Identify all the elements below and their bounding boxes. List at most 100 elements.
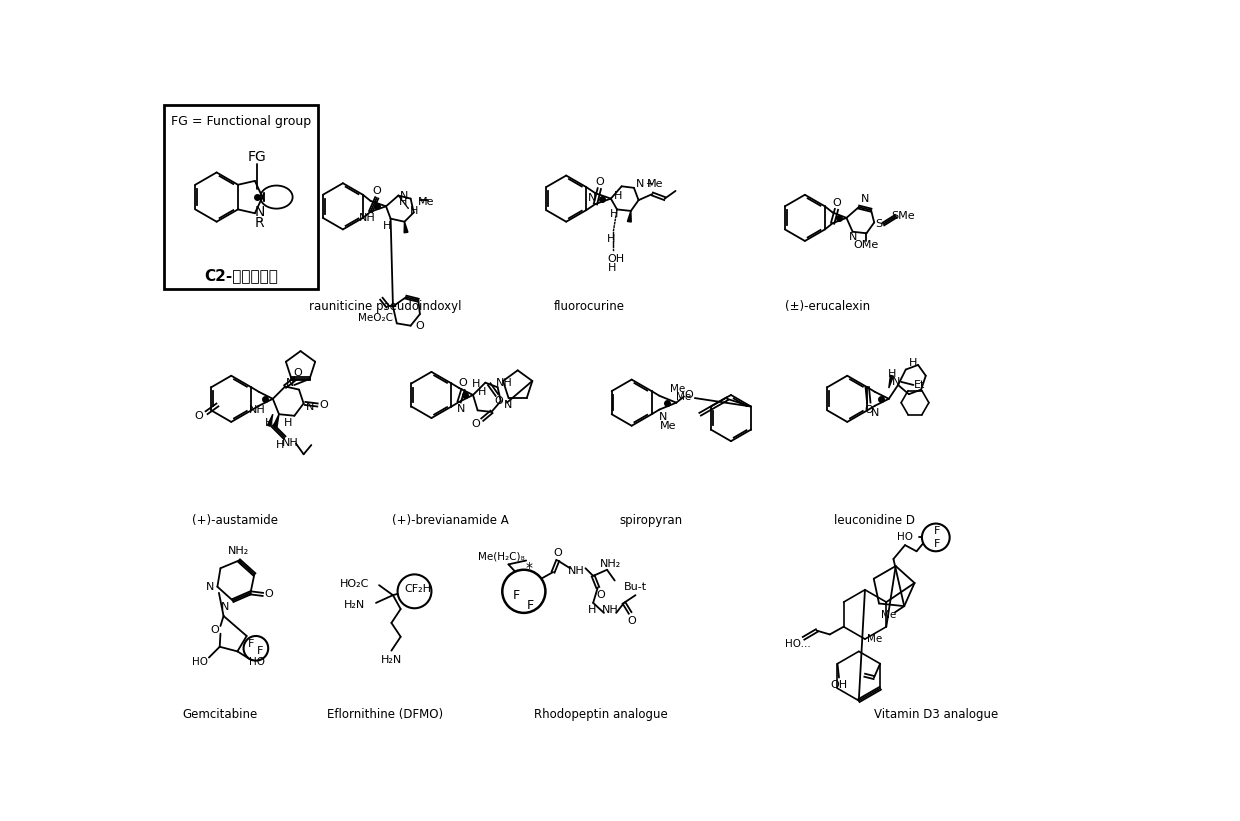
Text: HO₂C: HO₂C <box>340 579 370 589</box>
Polygon shape <box>404 222 408 233</box>
Text: HO...: HO... <box>785 639 810 649</box>
Text: FG = Functional group: FG = Functional group <box>171 115 311 128</box>
Text: H: H <box>284 419 293 429</box>
Text: N: N <box>893 377 900 387</box>
Text: Me: Me <box>867 634 882 644</box>
Text: Me: Me <box>647 179 663 189</box>
Text: NH: NH <box>568 566 584 576</box>
Text: NH₂: NH₂ <box>228 546 249 557</box>
Text: H₂N: H₂N <box>381 655 402 665</box>
Text: H: H <box>383 222 392 232</box>
Text: H: H <box>606 234 615 244</box>
Text: NH: NH <box>360 213 376 222</box>
Text: N: N <box>848 232 857 242</box>
Text: F: F <box>934 526 940 536</box>
Text: O: O <box>684 390 693 400</box>
Text: H: H <box>608 263 616 273</box>
Text: *: * <box>526 562 533 576</box>
Circle shape <box>243 636 268 661</box>
Text: O: O <box>864 406 873 415</box>
Text: H: H <box>409 206 418 216</box>
Text: N: N <box>458 404 466 414</box>
Text: H: H <box>588 605 595 615</box>
Text: (+)-austamide: (+)-austamide <box>192 514 278 527</box>
Text: HO: HO <box>249 657 265 667</box>
Text: R: R <box>254 216 264 230</box>
Polygon shape <box>273 415 279 427</box>
Text: +: + <box>645 179 653 189</box>
Text: O: O <box>627 616 636 626</box>
Text: leuconidine D: leuconidine D <box>833 514 915 527</box>
Text: Eflornithine (DFMO): Eflornithine (DFMO) <box>327 708 444 721</box>
Text: O: O <box>293 368 301 378</box>
Text: O: O <box>264 589 273 599</box>
Text: H: H <box>909 359 918 369</box>
Text: O: O <box>596 590 605 600</box>
Text: MeO₂C: MeO₂C <box>358 313 393 323</box>
Text: NH: NH <box>249 406 265 415</box>
Text: N: N <box>658 411 667 421</box>
Circle shape <box>398 575 432 608</box>
Text: O: O <box>459 378 467 388</box>
Text: N: N <box>870 408 879 418</box>
Polygon shape <box>627 211 631 222</box>
Text: Vitamin D3 analogue: Vitamin D3 analogue <box>874 708 998 721</box>
Text: F: F <box>248 639 254 649</box>
Text: fluorocurine: fluorocurine <box>554 300 625 313</box>
Text: Rhodopeptin analogue: Rhodopeptin analogue <box>534 708 667 721</box>
Text: N: N <box>505 400 512 410</box>
Text: CF₂H: CF₂H <box>404 584 432 594</box>
Text: HO: HO <box>192 657 207 667</box>
Text: Bu-t: Bu-t <box>624 582 647 593</box>
Circle shape <box>502 570 546 613</box>
Text: N: N <box>588 193 596 203</box>
Text: NH₂: NH₂ <box>599 559 621 570</box>
Text: Me: Me <box>661 421 677 431</box>
Ellipse shape <box>260 186 293 209</box>
Text: spiropyran: spiropyran <box>619 514 682 527</box>
Text: NH: NH <box>601 605 619 615</box>
Text: H: H <box>614 190 622 200</box>
Text: N: N <box>221 602 229 612</box>
Text: H: H <box>277 440 285 450</box>
Text: O: O <box>553 548 562 557</box>
Text: F: F <box>527 599 533 612</box>
Text: N: N <box>861 195 869 204</box>
Text: Et: Et <box>914 380 925 390</box>
Text: O: O <box>372 186 381 196</box>
Text: Me(H₂C)₈: Me(H₂C)₈ <box>477 552 525 562</box>
Text: SMe: SMe <box>892 211 915 222</box>
Text: F: F <box>934 539 940 548</box>
Text: O: O <box>319 400 329 410</box>
Text: Me: Me <box>882 610 897 621</box>
Text: N: N <box>399 190 408 200</box>
Text: OH: OH <box>606 254 624 264</box>
Text: H₂N: H₂N <box>343 600 365 610</box>
Text: N: N <box>254 205 264 219</box>
Text: H: H <box>399 197 407 207</box>
Text: Me: Me <box>676 392 692 401</box>
Text: rauniticine pseudoindoxyl: rauniticine pseudoindoxyl <box>309 300 461 313</box>
Text: N: N <box>305 402 314 412</box>
Text: OMe: OMe <box>854 240 879 250</box>
Text: NH: NH <box>496 378 512 388</box>
Circle shape <box>923 524 950 551</box>
Text: O: O <box>195 410 203 420</box>
Text: O: O <box>595 177 604 187</box>
Text: F: F <box>512 589 520 602</box>
Text: Me: Me <box>418 198 434 208</box>
FancyBboxPatch shape <box>164 105 319 290</box>
Text: O: O <box>210 625 218 635</box>
Text: N: N <box>206 582 213 592</box>
Text: FG: FG <box>248 150 267 164</box>
Text: (+)-brevianamide A: (+)-brevianamide A <box>392 514 510 527</box>
Text: O: O <box>495 396 503 406</box>
Text: OH: OH <box>831 681 848 690</box>
Text: O: O <box>832 198 841 209</box>
Polygon shape <box>268 415 273 426</box>
Text: NH: NH <box>281 438 298 448</box>
Text: N: N <box>636 179 645 189</box>
Text: H: H <box>479 387 486 397</box>
Text: Me: Me <box>670 383 686 394</box>
Text: C2-螺环咀咐啊: C2-螺环咀咐啊 <box>205 268 278 283</box>
